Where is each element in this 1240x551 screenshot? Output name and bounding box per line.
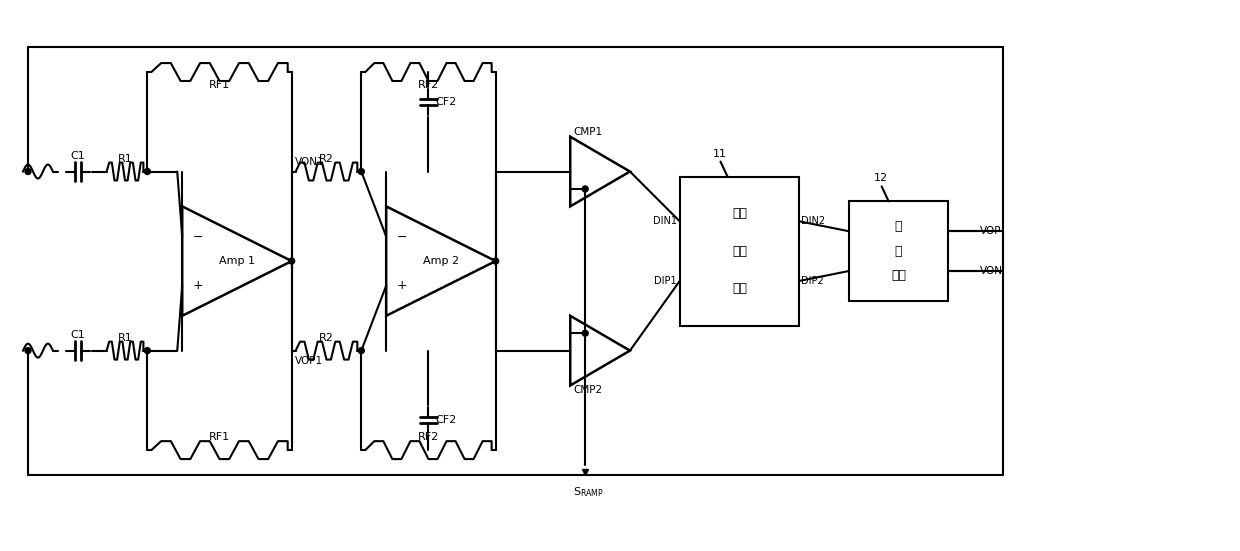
Text: VOP: VOP: [980, 226, 1002, 236]
Text: CMP1: CMP1: [573, 127, 603, 137]
Text: R1: R1: [118, 154, 133, 164]
Text: VON: VON: [980, 266, 1003, 276]
Text: DIP2: DIP2: [801, 276, 823, 286]
Circle shape: [25, 348, 31, 354]
Text: 12: 12: [874, 174, 888, 183]
Text: R2: R2: [319, 154, 334, 164]
Text: 动: 动: [895, 245, 903, 258]
Text: CF2: CF2: [435, 97, 458, 107]
Circle shape: [144, 169, 150, 175]
Text: DIN1: DIN1: [652, 217, 677, 226]
Text: $-$: $-$: [396, 230, 407, 243]
Text: CMP2: CMP2: [573, 385, 603, 396]
Text: Amp 1: Amp 1: [219, 256, 255, 266]
Text: R1: R1: [118, 333, 133, 343]
Text: 调制: 调制: [732, 245, 746, 258]
Text: S$_{\rm RAMP}$: S$_{\rm RAMP}$: [573, 485, 604, 499]
Bar: [680, 176, 799, 326]
Text: DIP1: DIP1: [653, 276, 677, 286]
Circle shape: [583, 186, 588, 192]
Circle shape: [358, 348, 365, 354]
Text: RF1: RF1: [210, 80, 231, 90]
Circle shape: [289, 258, 295, 264]
Text: VON1: VON1: [295, 156, 325, 166]
Text: $+$: $+$: [192, 279, 203, 292]
Text: $-$: $-$: [192, 230, 203, 243]
Text: RF2: RF2: [418, 432, 439, 442]
Text: 模块: 模块: [732, 282, 746, 295]
Text: 半波: 半波: [732, 207, 746, 220]
Circle shape: [358, 169, 365, 175]
Text: 11: 11: [713, 149, 727, 159]
Text: C1: C1: [71, 329, 86, 340]
Text: C1: C1: [71, 150, 86, 160]
Text: $+$: $+$: [396, 279, 408, 292]
Circle shape: [25, 169, 31, 175]
Text: Amp 2: Amp 2: [423, 256, 459, 266]
Text: 驱: 驱: [895, 220, 903, 233]
Text: RF2: RF2: [418, 80, 439, 90]
Circle shape: [492, 258, 498, 264]
Circle shape: [144, 348, 150, 354]
Bar: [849, 201, 949, 301]
Circle shape: [583, 330, 588, 336]
Text: CF2: CF2: [435, 415, 458, 425]
Text: RF1: RF1: [210, 432, 231, 442]
Text: R2: R2: [319, 333, 334, 343]
Text: DIN2: DIN2: [801, 217, 825, 226]
Text: 模块: 模块: [892, 269, 906, 283]
Text: VOP1: VOP1: [295, 355, 322, 366]
